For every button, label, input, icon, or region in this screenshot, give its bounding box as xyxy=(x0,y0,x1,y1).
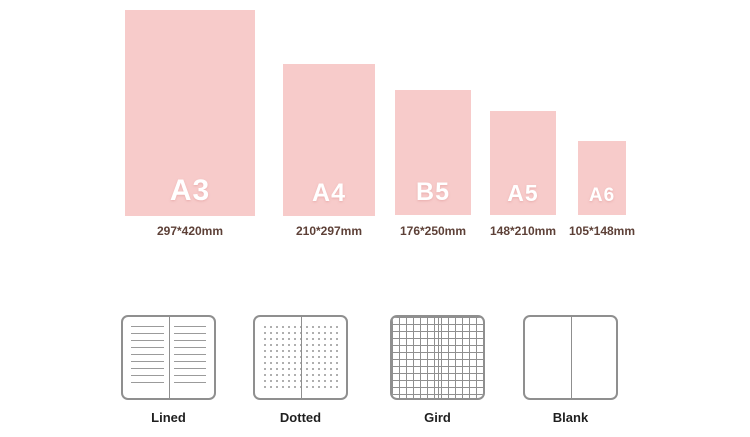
paper-size-b5-dimensions: 176*250mm xyxy=(399,224,467,238)
style-label-gird: Gird xyxy=(424,410,451,425)
notebook-spine xyxy=(168,317,170,398)
paper-size-b5: B5 xyxy=(395,90,471,215)
style-label-lined: Lined xyxy=(151,410,186,425)
paper-size-b5-label: B5 xyxy=(416,178,450,206)
paper-size-a4-label: A4 xyxy=(312,179,346,207)
notebook-spine xyxy=(570,317,572,398)
dotted-notebook-icon xyxy=(253,315,348,400)
paper-size-a5: A5 xyxy=(490,111,556,215)
lined-right-page xyxy=(173,326,206,389)
paper-size-a3-label: A3 xyxy=(169,174,211,207)
lined-notebook-icon xyxy=(121,315,216,400)
grid-notebook-icon xyxy=(390,315,485,400)
notebook-spine xyxy=(300,317,302,398)
paper-size-a5-label: A5 xyxy=(507,180,539,206)
style-label-dotted: Dotted xyxy=(279,410,322,425)
paper-size-a5-dimensions: 148*210mm xyxy=(489,224,557,238)
paper-size-a3-dimensions: 297*420mm xyxy=(156,224,224,238)
paper-size-a3: A3 xyxy=(125,10,255,216)
paper-size-a6-label: A6 xyxy=(588,185,616,206)
blank-notebook-icon xyxy=(523,315,618,400)
paper-size-a4: A4 xyxy=(283,64,375,216)
paper-size-a6: A6 xyxy=(578,141,626,215)
lined-left-page xyxy=(131,326,164,389)
notebook-spine xyxy=(437,317,439,398)
paper-size-a4-dimensions: 210*297mm xyxy=(295,224,363,238)
paper-size-a6-dimensions: 105*148mm xyxy=(568,224,636,238)
style-label-blank: Blank xyxy=(552,410,589,425)
